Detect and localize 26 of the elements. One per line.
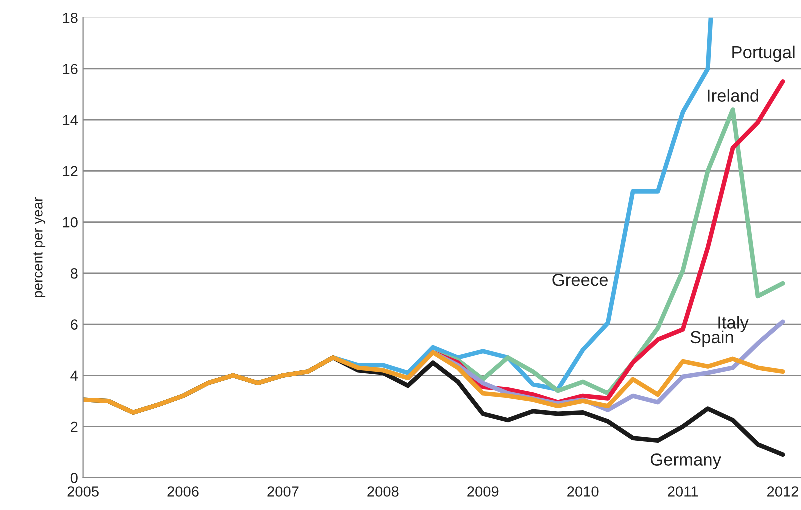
y-tick-label: 12	[63, 166, 78, 176]
y-tick-label: 8	[70, 268, 78, 279]
x-tick-label: 2006	[168, 486, 199, 497]
series-label: Italy	[718, 316, 749, 332]
y-tick-label: 0	[70, 472, 78, 484]
x-tick-label: 2011	[668, 486, 698, 497]
x-tick-label: 2012	[768, 486, 798, 497]
x-tick-label: 2009	[468, 486, 499, 497]
y-tick-label: 18	[63, 12, 78, 24]
series-label: Germany	[650, 454, 722, 470]
x-tick-label: 2007	[268, 486, 299, 497]
line-series	[83, 350, 786, 415]
y-tick-label: 2	[71, 422, 78, 432]
y-tick-label: 6	[71, 320, 78, 330]
series-label: Portugal	[732, 46, 795, 62]
series-label: Ireland	[708, 89, 758, 102]
y-tick-label: 10	[63, 217, 78, 228]
x-tick-label: 2010	[568, 486, 599, 497]
y-tick-label: 4	[70, 370, 78, 381]
series-label: Spain	[690, 330, 734, 348]
x-tick-label: 2005	[68, 486, 99, 497]
y-axis-title: percent per year	[34, 198, 46, 298]
x-tick-label: 2008	[368, 486, 399, 497]
y-tick-label: 14	[63, 115, 78, 126]
y-tick-label: 16	[63, 64, 78, 74]
series-label: Greece	[552, 274, 608, 286]
